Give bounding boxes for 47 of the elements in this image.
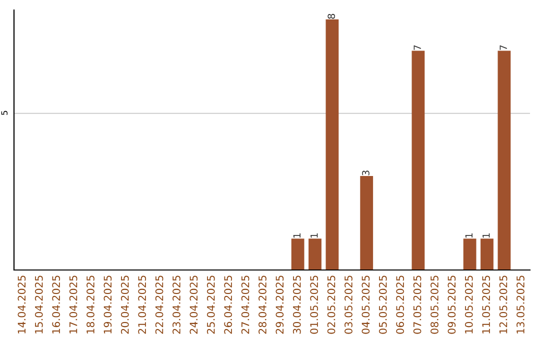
x-tick-label: 26.04.2025 [224,276,232,334]
data-label: 7 [500,45,507,50]
x-tick-label: 03.05.2025 [344,276,352,334]
bar [308,238,322,270]
x-tick-label: 28.04.2025 [258,276,266,334]
bar [326,19,339,270]
bar [463,238,476,270]
x-tick-label: 24.04.2025 [190,276,198,334]
bar [498,50,511,270]
x-tick-label: 22.04.2025 [155,276,164,334]
x-tick-label: 06.05.2025 [396,276,404,334]
x-tick-label: 16.04.2025 [52,276,60,334]
x-tick-label: 19.04.2025 [104,276,112,334]
y-tick-label: 5 [1,110,8,115]
data-label: 1 [482,233,490,238]
data-label: 1 [465,233,472,238]
x-tick-label: 14.04.2025 [18,276,26,334]
x-tick-label: 17.04.2025 [69,276,78,334]
x-tick-label: 05.05.2025 [378,276,387,334]
bar [412,50,425,270]
x-tick-label: 02.05.2025 [327,276,336,334]
x-tick-label: 12.05.2025 [499,276,508,334]
x-tick-label: 18.04.2025 [86,276,94,334]
x-tick-label: 30.04.2025 [292,276,301,334]
bar [291,238,304,270]
x-tick-label: 04.05.2025 [362,276,370,334]
x-tick-label: 20.04.2025 [120,276,129,334]
x-tick-label: 11.05.2025 [482,276,490,334]
bar [480,238,494,270]
x-tick-label: 25.04.2025 [206,276,215,334]
data-label: 8 [328,14,336,19]
x-tick-label: 29.04.2025 [276,276,284,334]
data-label: 1 [293,233,300,238]
x-tick-label: 10.05.2025 [464,276,473,334]
x-tick-label: 08.05.2025 [430,276,438,334]
x-tick-label: 23.04.2025 [172,276,180,334]
data-label: 3 [362,170,370,176]
bar [360,176,374,270]
x-tick-label: 01.05.2025 [310,276,318,334]
x-tick-label: 21.04.2025 [138,276,146,334]
data-label: 7 [414,45,421,50]
x-tick-label: 09.05.2025 [448,276,456,334]
x-tick-label: 27.04.2025 [241,276,250,334]
x-tick-label: 07.05.2025 [413,276,422,334]
x-tick-label: 13.05.2025 [516,276,524,334]
data-label: 1 [310,233,318,238]
x-tick-label: 15.04.2025 [34,276,43,334]
